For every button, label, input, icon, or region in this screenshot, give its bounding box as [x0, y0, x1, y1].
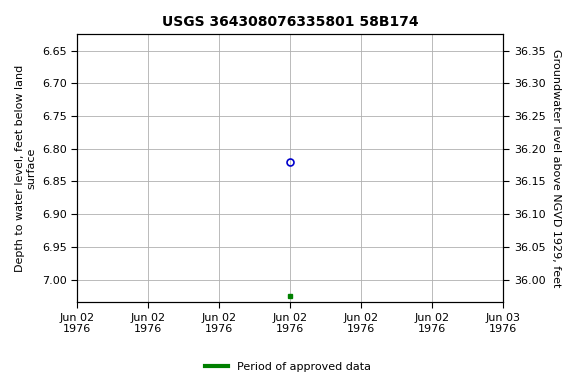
- Y-axis label: Depth to water level, feet below land
surface: Depth to water level, feet below land su…: [15, 65, 37, 272]
- Legend: Period of approved data: Period of approved data: [201, 358, 375, 377]
- Y-axis label: Groundwater level above NGVD 1929, feet: Groundwater level above NGVD 1929, feet: [551, 49, 561, 288]
- Title: USGS 364308076335801 58B174: USGS 364308076335801 58B174: [162, 15, 419, 29]
